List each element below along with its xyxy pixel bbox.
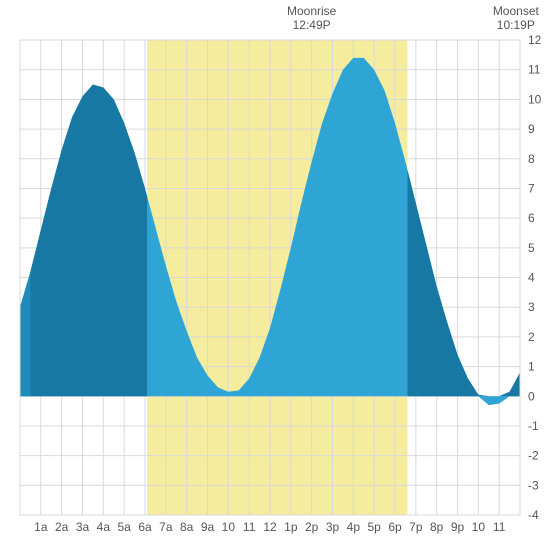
x-axis-label: 7a bbox=[159, 520, 173, 534]
y-axis-label: 11 bbox=[528, 63, 541, 77]
x-axis-label: 11 bbox=[243, 520, 256, 534]
x-axis-label: 2a bbox=[55, 520, 69, 534]
y-axis-label: -4 bbox=[528, 508, 539, 522]
x-axis-label: 10 bbox=[472, 520, 486, 534]
x-axis-label: 3a bbox=[76, 520, 90, 534]
y-axis-label: 3 bbox=[528, 300, 535, 314]
y-axis-label: 9 bbox=[528, 122, 535, 136]
x-axis-label: 10 bbox=[222, 520, 236, 534]
x-axis-label: 4a bbox=[97, 520, 111, 534]
x-axis-label: 1a bbox=[34, 520, 48, 534]
x-axis-label: 12 bbox=[263, 520, 277, 534]
y-axis-label: 2 bbox=[528, 330, 535, 344]
y-axis-label: 0 bbox=[528, 389, 535, 403]
y-axis-label: -1 bbox=[528, 419, 539, 433]
x-axis-label: 6a bbox=[138, 520, 152, 534]
y-axis-label: 4 bbox=[528, 271, 535, 285]
x-axis-label: 8p bbox=[430, 520, 444, 534]
x-axis-label: 9a bbox=[201, 520, 215, 534]
annotation-moonset: Moonset10:19P bbox=[476, 4, 550, 33]
annotation-value: 10:19P bbox=[476, 18, 550, 32]
x-axis-label: 4p bbox=[347, 520, 361, 534]
x-axis-label: 11 bbox=[493, 520, 506, 534]
chart-svg: 1a2a3a4a5a6a7a8a9a1011121p2p3p4p5p6p7p8p… bbox=[0, 0, 550, 550]
y-axis-label: 7 bbox=[528, 181, 535, 195]
x-axis-label: 1p bbox=[284, 520, 298, 534]
x-axis-label: 3p bbox=[326, 520, 340, 534]
annotation-moonrise: Moonrise12:49P bbox=[272, 4, 352, 33]
y-axis-label: -3 bbox=[528, 478, 539, 492]
tide-chart: 1a2a3a4a5a6a7a8a9a1011121p2p3p4p5p6p7p8p… bbox=[0, 0, 550, 550]
annotation-value: 12:49P bbox=[272, 18, 352, 32]
y-axis-label: -2 bbox=[528, 449, 539, 463]
annotation-title: Moonrise bbox=[272, 4, 352, 18]
y-axis-label: 5 bbox=[528, 241, 535, 255]
y-axis-label: 10 bbox=[528, 92, 542, 106]
y-axis-label: 12 bbox=[528, 33, 542, 47]
x-axis-label: 8a bbox=[180, 520, 194, 534]
y-axis-label: 1 bbox=[528, 360, 535, 374]
x-axis-label: 7p bbox=[409, 520, 423, 534]
x-axis-label: 5p bbox=[367, 520, 381, 534]
x-axis-label: 5a bbox=[117, 520, 131, 534]
y-axis-label: 8 bbox=[528, 152, 535, 166]
x-axis-label: 9p bbox=[451, 520, 465, 534]
annotation-title: Moonset bbox=[476, 4, 550, 18]
x-axis-label: 6p bbox=[388, 520, 402, 534]
x-axis-label: 2p bbox=[305, 520, 319, 534]
y-axis-label: 6 bbox=[528, 211, 535, 225]
